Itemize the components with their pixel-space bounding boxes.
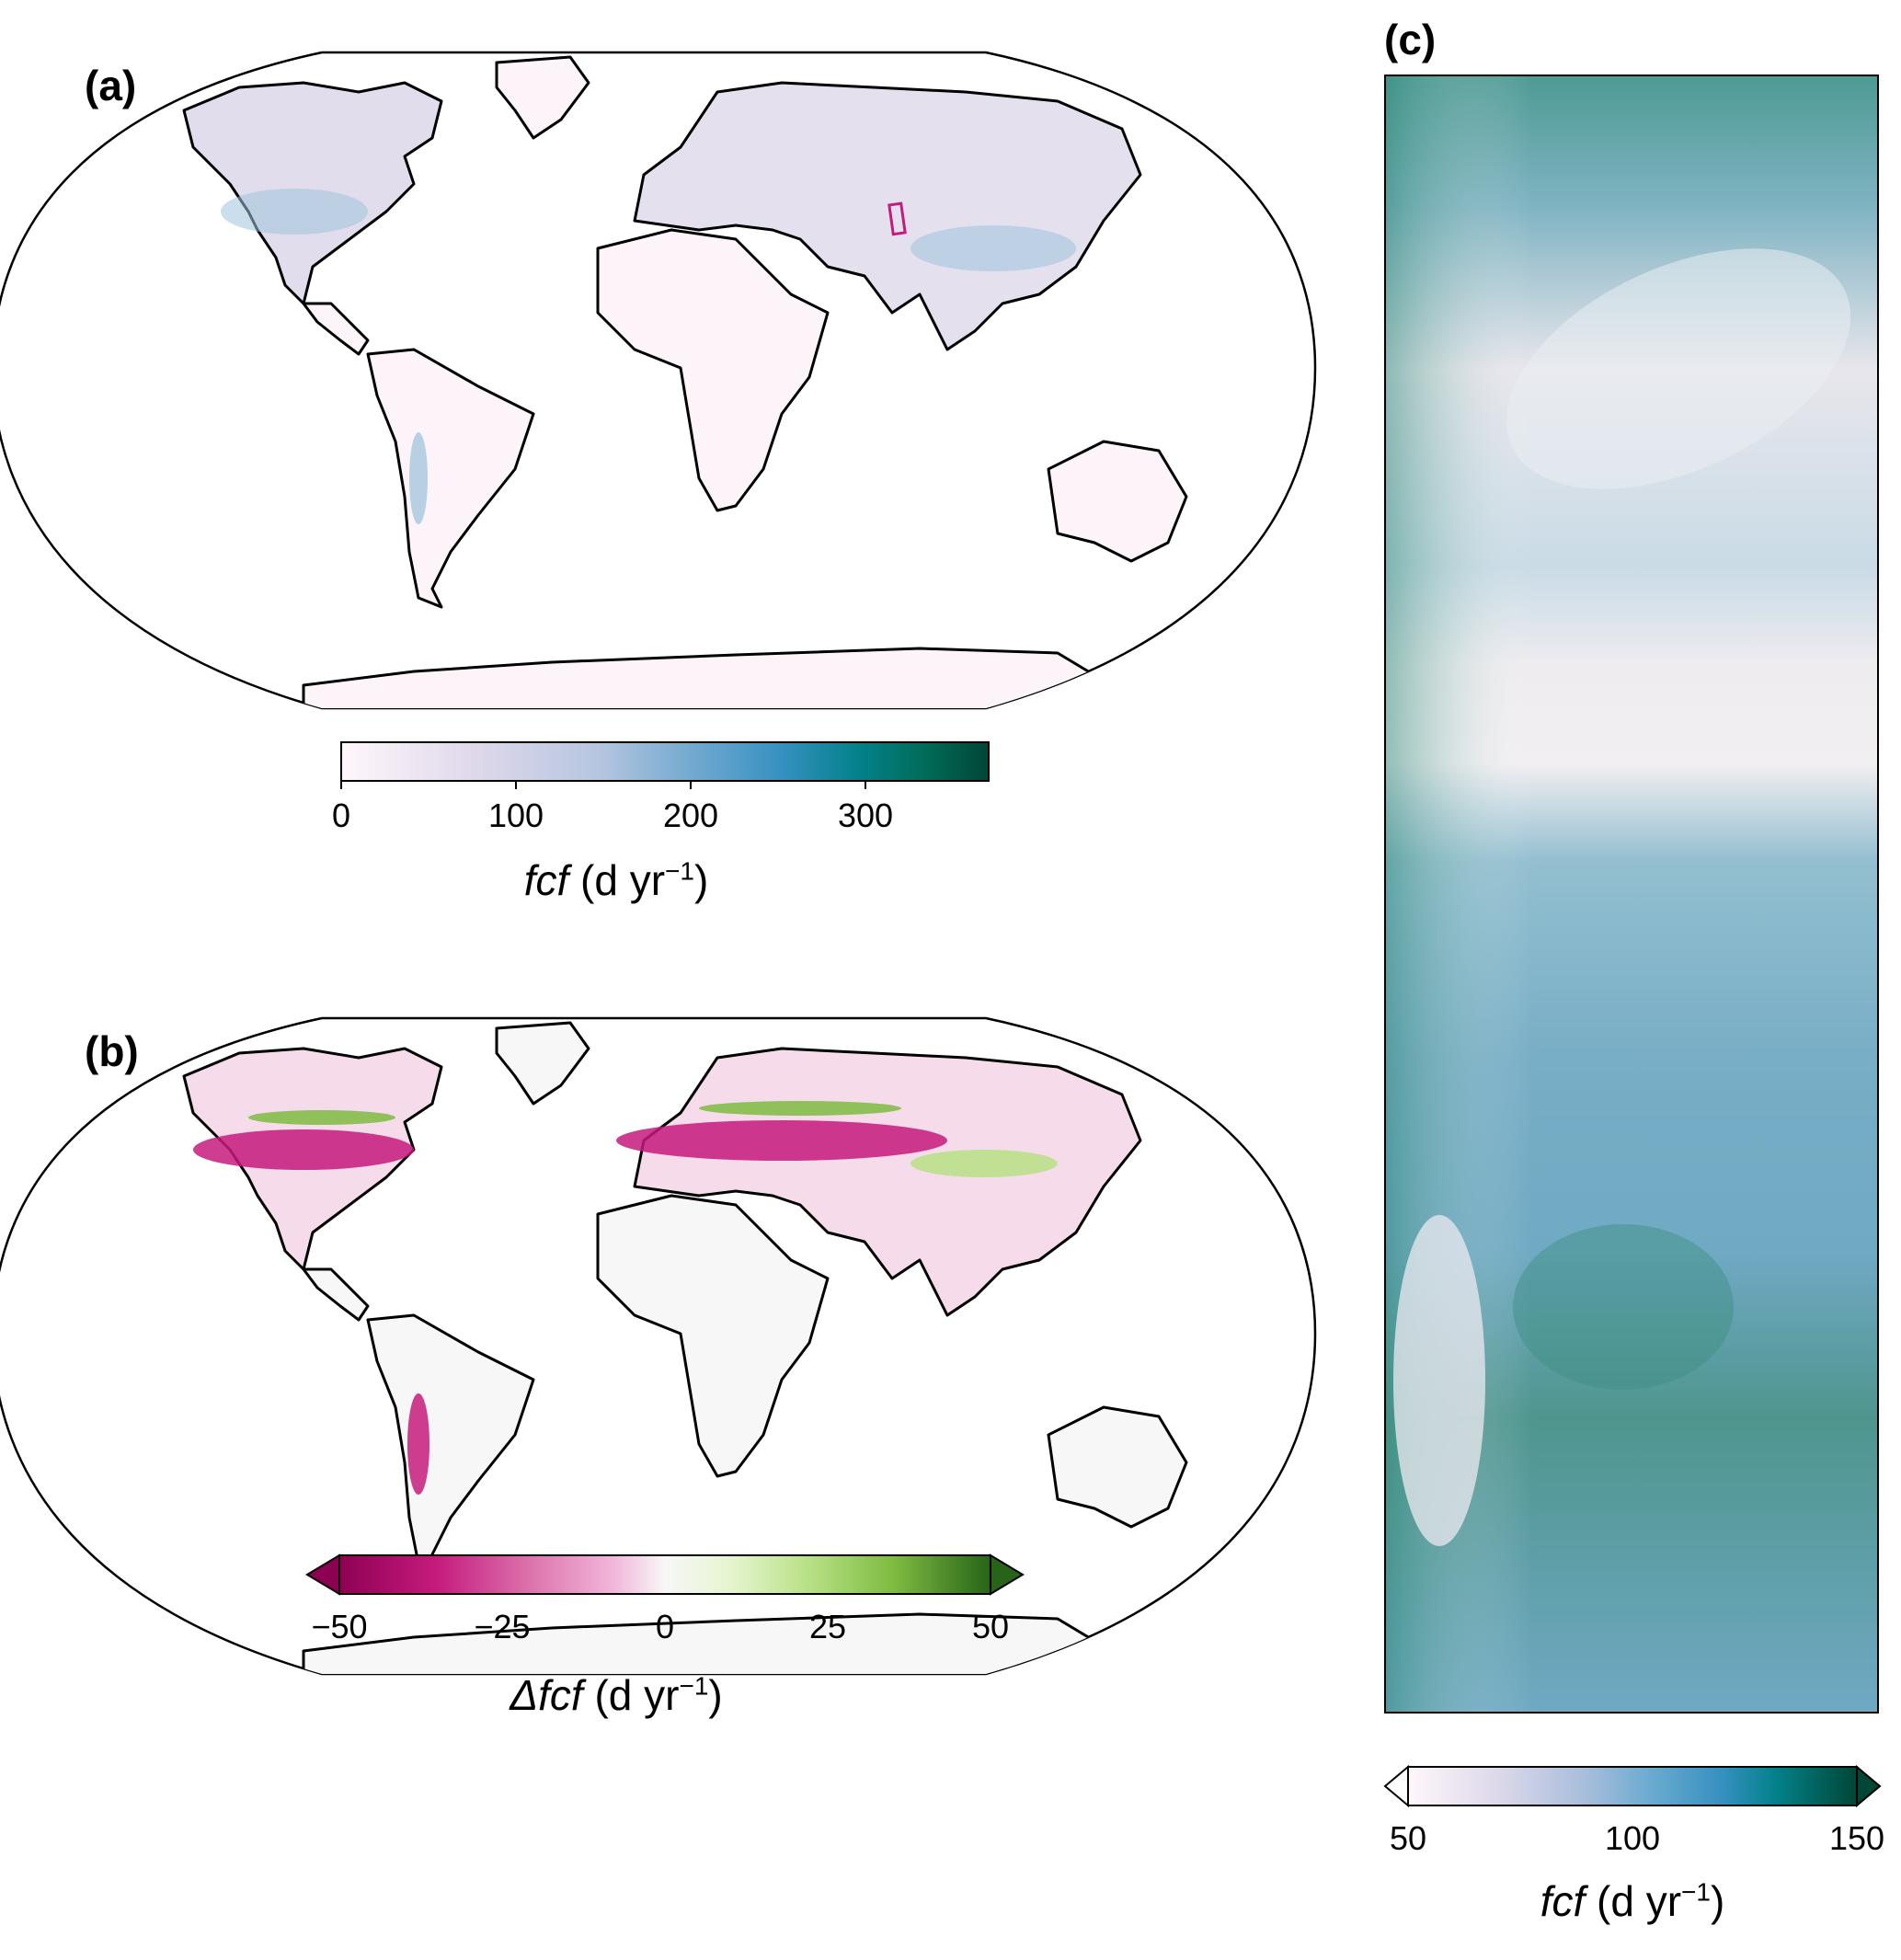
antarctica-b — [302, 1612, 1105, 1674]
panel-b-label: (b) — [85, 1027, 139, 1075]
colorbar-a-tick: 300 — [837, 797, 894, 834]
australia-a — [1047, 440, 1188, 563]
central-america-b — [302, 1267, 370, 1322]
colorbar-c — [1383, 1764, 1882, 1808]
greenland-b — [495, 1021, 590, 1106]
colorbar-b-tick: −25 — [474, 1608, 531, 1645]
colorbar-a-tick: 0 — [331, 797, 351, 834]
colorbar-b-label: Δfcf (d yr−1) — [510, 1671, 723, 1719]
colorbar-c-tick: 150 — [1828, 1819, 1885, 1857]
colorbar-c-tick: 50 — [1389, 1819, 1427, 1857]
colorbar-c-label: fcf (d yr−1) — [1540, 1877, 1725, 1925]
world-map-a — [0, 51, 1317, 710]
colorbar-a — [340, 741, 990, 789]
regional-map-c — [1384, 75, 1879, 1714]
colorbar-a-tick: 100 — [487, 797, 544, 834]
colorbar-b-tick: 0 — [655, 1608, 675, 1645]
greenland-a — [495, 55, 590, 140]
panel-c-label: (c) — [1384, 16, 1437, 63]
panel-a-label: (a) — [85, 62, 137, 109]
colorbar-b-tick: −50 — [311, 1608, 368, 1645]
colorbar-a-tick: 200 — [662, 797, 719, 834]
australia-b — [1047, 1405, 1188, 1529]
eurasia-a — [633, 81, 1142, 351]
eurasia-b — [633, 1047, 1142, 1317]
colorbar-b-tick: 25 — [808, 1608, 847, 1645]
inset-region-box — [888, 201, 907, 236]
world-map-b — [0, 1016, 1317, 1676]
central-america-a — [302, 302, 370, 356]
colorbar-c-tick: 100 — [1604, 1819, 1661, 1857]
colorbar-b-tick: 50 — [971, 1608, 1010, 1645]
colorbar-a-label: fcf (d yr−1) — [523, 856, 709, 904]
colorbar-b — [305, 1553, 1025, 1596]
south-america-a — [366, 348, 535, 609]
africa-b — [596, 1194, 830, 1478]
antarctica-a — [302, 647, 1105, 708]
africa-a — [596, 228, 830, 512]
